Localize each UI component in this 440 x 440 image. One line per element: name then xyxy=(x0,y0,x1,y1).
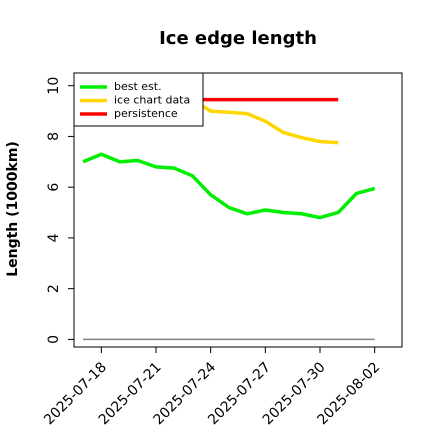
series-lines xyxy=(82,97,376,341)
y-tick-label: 10 xyxy=(46,77,62,95)
y-tick-label: 4 xyxy=(46,233,62,242)
y-tick-label: 6 xyxy=(46,183,62,192)
y-axis: 0 2 4 6 8 10 xyxy=(46,77,74,344)
y-tick-label: 2 xyxy=(46,284,62,293)
y-tick-label: 0 xyxy=(46,335,62,344)
chart-title: Ice edge length xyxy=(159,28,317,49)
legend-label: ice chart data xyxy=(114,94,190,107)
series-line-ice-chart-data xyxy=(191,98,339,145)
plot-frame xyxy=(73,72,403,348)
y-axis-label: Length (1000km) xyxy=(5,141,21,277)
legend-label: persistence xyxy=(114,107,178,120)
y-tick-label: 8 xyxy=(46,132,62,141)
x-axis: 2025-07-182025-07-212025-07-242025-07-27… xyxy=(41,347,383,428)
series-line-best-est- xyxy=(82,152,376,220)
legend-label: best est. xyxy=(114,80,162,93)
